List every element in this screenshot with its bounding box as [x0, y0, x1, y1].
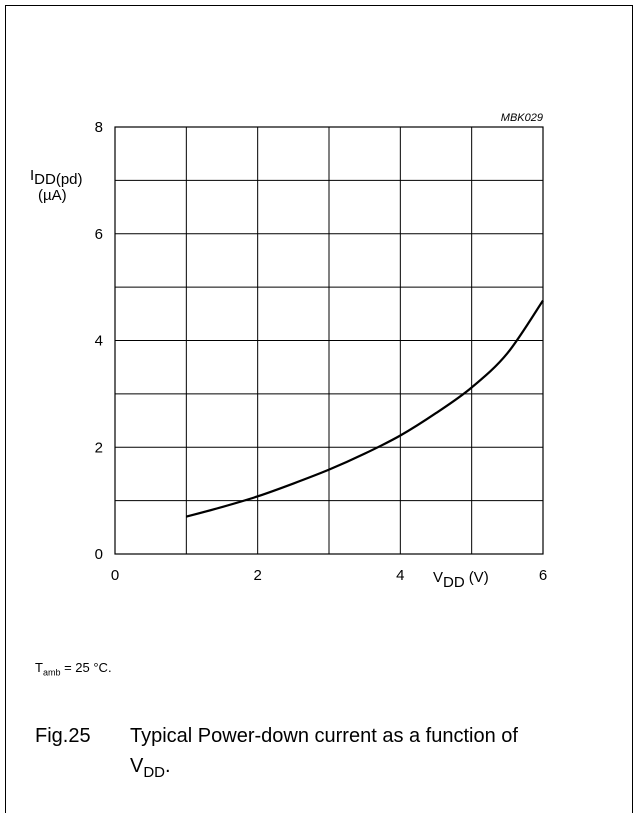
x-tick-label: 4: [396, 567, 404, 584]
y-axis-unit: (µA): [38, 187, 67, 204]
y-tick-label: 4: [95, 333, 103, 350]
x-tick-label: 0: [111, 567, 119, 584]
plot-border: [114, 126, 544, 555]
note-prefix: T: [35, 660, 43, 675]
chart-grid: [115, 127, 543, 554]
y-axis-label: IDD(pd): [30, 167, 83, 188]
temperature-note: Tamb = 25 °C.: [35, 660, 112, 678]
y-axis-label-main: I: [30, 167, 34, 184]
figure-code: MBK029: [501, 112, 543, 124]
x-axis-label-sub: DD: [443, 574, 465, 591]
caption-number: Fig.25: [35, 725, 91, 747]
note-value: = 25 °C.: [60, 660, 112, 675]
x-tick-labels: 0 2 4 6: [111, 567, 547, 584]
x-axis-label: VDD (V): [433, 569, 489, 591]
caption-line2-main: V: [130, 755, 144, 777]
x-tick-label: 6: [539, 567, 547, 584]
y-tick-label: 2: [95, 439, 103, 456]
caption-text: Typical Power-down current as a function…: [130, 725, 518, 747]
series-line-idd-pd: [186, 299, 544, 518]
x-axis-label-unit: (V): [469, 569, 489, 586]
y-tick-label: 8: [95, 119, 103, 136]
x-tick-label: 2: [253, 567, 261, 584]
y-axis-label-sub: DD(pd): [34, 171, 82, 188]
caption-line2-sub: DD: [143, 764, 166, 781]
figure-caption: Fig.25 Typical Power-down current as a fu…: [35, 721, 615, 788]
y-tick-label: 6: [95, 226, 103, 243]
y-tick-labels: 0 2 4 6 8: [95, 119, 103, 563]
y-tick-label: 0: [95, 546, 103, 563]
note-sub: amb: [42, 667, 61, 678]
figure-frame: [5, 5, 633, 813]
x-axis-label-main: V: [433, 569, 443, 586]
caption-line2-end: .: [165, 755, 171, 777]
power-down-current-chart: 0 2 4 6 0 2 4 6 8 MBK029 IDD(pd) (µA) VDD (V): [30, 112, 547, 591]
